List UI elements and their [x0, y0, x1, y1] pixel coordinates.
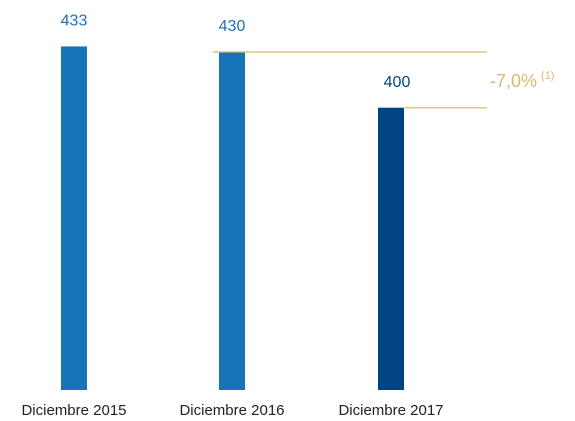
bar	[219, 52, 245, 390]
value-label: 400	[384, 74, 411, 91]
value-label: 433	[61, 13, 88, 30]
bar	[378, 107, 404, 390]
x-tick-label: Diciembre 2016	[179, 402, 284, 419]
x-tick-label: Diciembre 2017	[338, 402, 443, 419]
annotation-text: -7,0%	[490, 71, 537, 91]
x-tick-label: Diciembre 2015	[21, 402, 126, 419]
annotation: -7,0% (1)	[490, 70, 554, 91]
bar	[61, 46, 87, 391]
annotation-note: (1)	[541, 70, 554, 82]
value-label: 430	[219, 18, 246, 35]
